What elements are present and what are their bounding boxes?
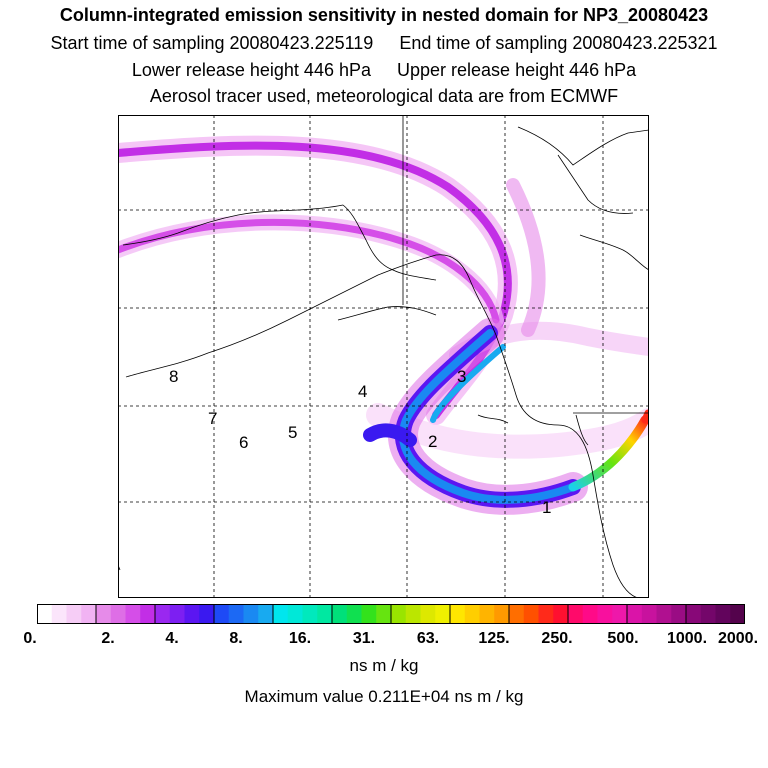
colorbar-cell: [597, 604, 613, 624]
point-label-3: 3: [457, 367, 466, 386]
map-panel: 1 2 3 4 5 6 7 8: [118, 115, 649, 598]
colorbar-tick-label: 63.: [416, 630, 440, 647]
colorbar-cell: [523, 604, 539, 624]
colorbar-tick-label: 16.: [288, 630, 312, 647]
point-labels: 1 2 3 4 5 6 7 8: [169, 367, 551, 517]
upper-release-label: Upper release height 446 hPa: [397, 60, 637, 80]
maximum-value-text: Maximum value 0.211E+04 ns m / kg: [244, 687, 524, 706]
colorbar-tick-label: 4.: [165, 630, 179, 647]
colorbar-cell: [656, 604, 672, 624]
colorbar-cell: [214, 604, 230, 624]
colorbar-cell: [258, 604, 274, 624]
colorbar-cell: [199, 604, 215, 624]
colorbar-cell: [494, 604, 510, 624]
colorbar-cell: [627, 604, 643, 624]
colorbar-cells: [37, 604, 745, 624]
colorbar-cell: [450, 604, 466, 624]
colorbar-cell: [332, 604, 348, 624]
colorbar-cell: [715, 604, 731, 624]
map-background: [118, 115, 649, 598]
colorbar-tick-label: 1000.: [666, 630, 708, 647]
colorbar-cell: [538, 604, 554, 624]
sensitivity-plume: [118, 135, 649, 515]
colorbar-cell: [612, 604, 628, 624]
colorbar-cell: [346, 604, 362, 624]
colorbar-cell: [700, 604, 716, 624]
colorbar-cell: [184, 604, 200, 624]
colorbar-cell: [464, 604, 480, 624]
point-label-8: 8: [169, 367, 178, 386]
colorbar-cell: [553, 604, 569, 624]
colorbar-tick-label: 31.: [352, 630, 376, 647]
colorbar-cell: [641, 604, 657, 624]
colorbar-cell: [568, 604, 584, 624]
colorbar-cell: [509, 604, 525, 624]
colorbar-cell: [140, 604, 156, 624]
colorbar-tick-label: 2000.: [717, 630, 759, 647]
colorbar-tick-label: 500.: [607, 630, 639, 647]
colorbar-tick-label: 0.: [23, 630, 37, 647]
colorbar-cell: [361, 604, 377, 624]
colorbar-cell: [671, 604, 687, 624]
start-time-label: Start time of sampling 20080423.225119: [50, 33, 374, 53]
colorbar-cell: [110, 604, 126, 624]
point-label-4: 4: [358, 382, 367, 401]
colorbar-cell: [302, 604, 318, 624]
colorbar-cell: [686, 604, 702, 624]
point-label-5: 5: [288, 423, 297, 442]
colorbar-cell: [155, 604, 171, 624]
colorbar-cell: [435, 604, 451, 624]
point-label-2: 2: [428, 432, 437, 451]
colorbar-cell: [582, 604, 598, 624]
colorbar-cell: [37, 604, 53, 624]
map-frame: [118, 115, 649, 598]
colorbar-cell: [243, 604, 259, 624]
colorbar-cell: [405, 604, 421, 624]
colorbar-cell: [479, 604, 495, 624]
colorbar-frame: [37, 604, 745, 624]
lat-lon-grid: [118, 115, 649, 598]
colorbar-cell: [228, 604, 244, 624]
colorbar-cell: [391, 604, 407, 624]
colorbar-tick-label: 2.: [101, 630, 115, 647]
colorbar-tick-label: 8.: [229, 630, 243, 647]
colorbar-cell: [81, 604, 97, 624]
point-label-1: 1: [542, 498, 551, 517]
point-label-6: 6: [239, 433, 248, 452]
point-label-7: 7: [208, 409, 217, 428]
emission-sensitivity-map: 1 2 3 4 5 6 7 8: [118, 115, 649, 598]
release-height-line: Lower release height 446 hPa Upper releas…: [0, 60, 768, 81]
colorbar-tick-label: 125.: [478, 630, 510, 647]
colorbar-cell: [317, 604, 333, 624]
colorbar-tick-labels: 0. 2. 4. 8. 16. 31. 63. 125. 250. 500. 1…: [0, 630, 768, 650]
colorbar-cell: [96, 604, 112, 624]
colorbar-tick-label: 250.: [541, 630, 573, 647]
colorbar-cell: [287, 604, 303, 624]
end-time-label: End time of sampling 20080423.225321: [399, 33, 718, 53]
colorbar-cell: [273, 604, 289, 624]
lower-release-label: Lower release height 446 hPa: [131, 60, 371, 80]
colorbar-cell: [730, 604, 745, 624]
colorbar-cell: [376, 604, 392, 624]
tracer-info-line: Aerosol tracer used, meteorological data…: [149, 86, 619, 106]
colorbar-cell: [169, 604, 185, 624]
colorbar-units: ns m / kg: [349, 656, 419, 675]
plot-title: Column-integrated emission sensitivity i…: [59, 5, 709, 25]
colorbar-cell: [420, 604, 436, 624]
colorbar-cell: [51, 604, 67, 624]
colorbar-cell: [66, 604, 82, 624]
colorbar: [37, 604, 745, 624]
sampling-time-line: Start time of sampling 20080423.225119 En…: [0, 33, 768, 54]
colorbar-cell: [125, 604, 141, 624]
